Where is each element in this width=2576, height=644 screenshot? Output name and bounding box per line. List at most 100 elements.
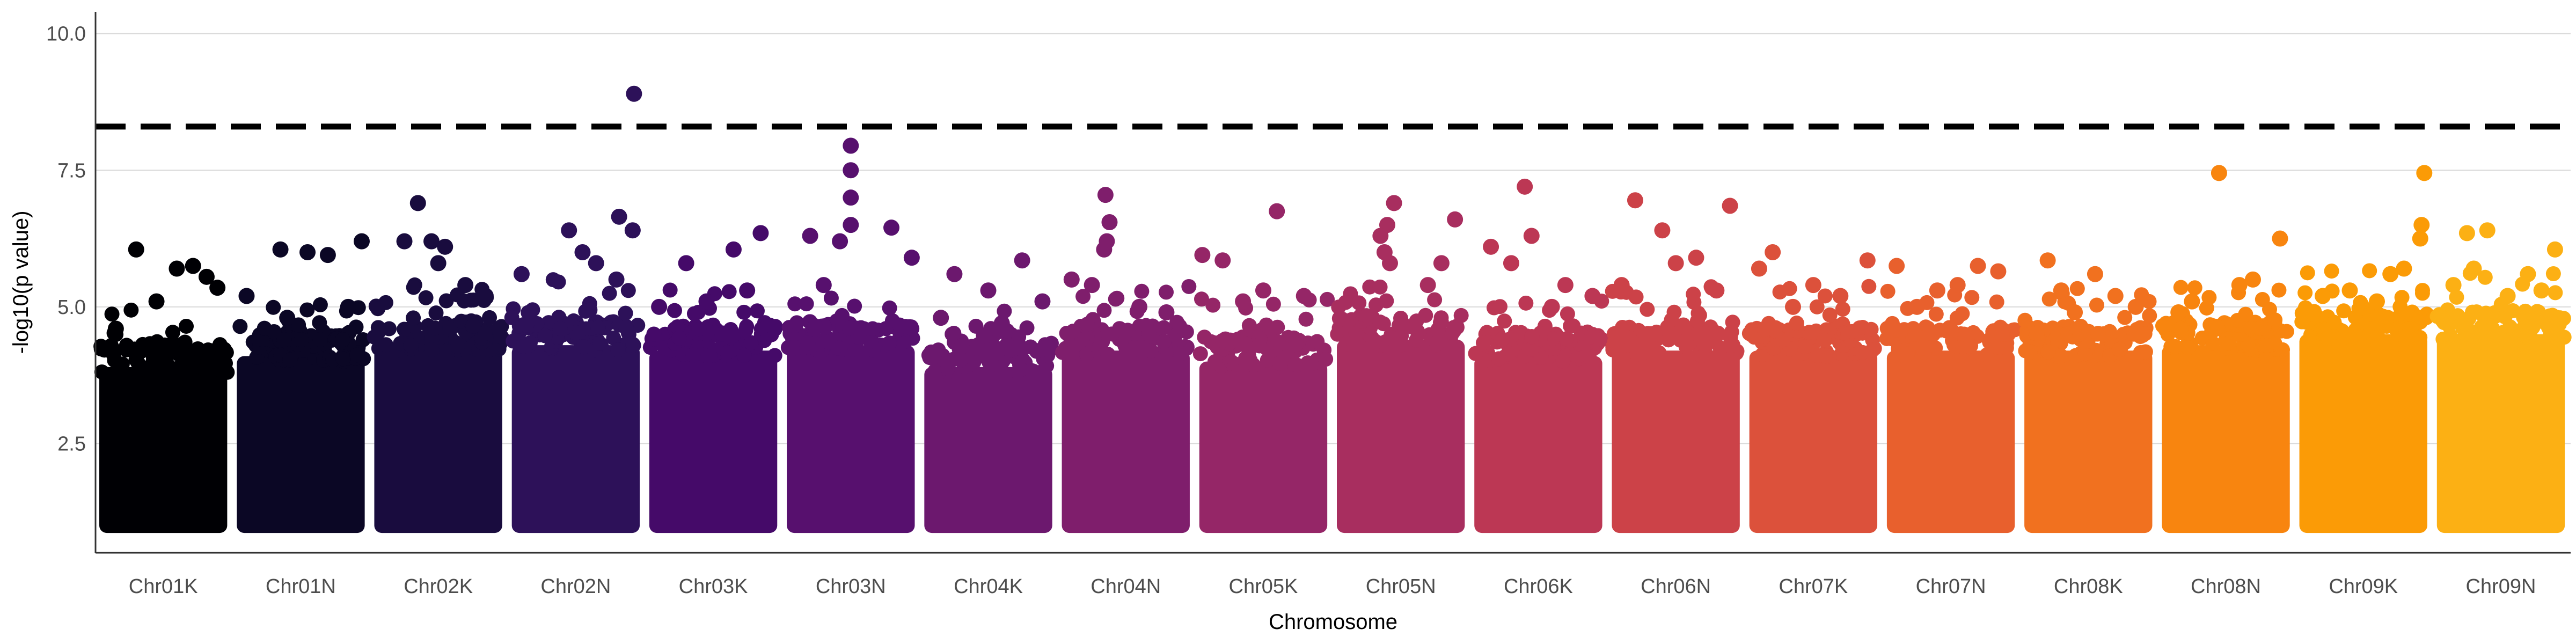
- data-point: [207, 359, 223, 375]
- peak-point: [319, 247, 336, 264]
- data-point: [212, 337, 228, 353]
- data-point: [1346, 337, 1362, 353]
- data-point: [1427, 292, 1443, 308]
- data-point: [2482, 309, 2498, 324]
- peak-point: [2479, 222, 2496, 239]
- data-point: [878, 321, 894, 336]
- peak-point: [209, 280, 226, 296]
- data-point: [807, 318, 823, 334]
- data-point: [1802, 325, 1817, 340]
- data-point: [370, 320, 386, 335]
- x-tick-label: Chr06N: [1641, 575, 1711, 598]
- data-point: [2069, 281, 2085, 296]
- data-point: [537, 328, 553, 343]
- data-point: [257, 320, 272, 336]
- peak-point: [2231, 277, 2248, 294]
- data-point: [940, 361, 956, 376]
- data-point: [438, 293, 454, 309]
- data-point: [1475, 335, 1491, 350]
- data-point: [1922, 325, 1937, 341]
- peak-point: [457, 277, 474, 294]
- peak-point: [1296, 288, 1312, 304]
- peak-point: [2382, 266, 2399, 282]
- peak-point: [437, 238, 453, 255]
- peak-point: [396, 233, 413, 250]
- peak-point: [513, 266, 530, 282]
- data-point: [406, 280, 421, 295]
- data-point: [576, 339, 591, 355]
- y-tick-label: 2.5: [57, 433, 86, 455]
- chromosome-band-chr09n: [2436, 334, 2565, 533]
- data-point: [1944, 323, 1959, 338]
- data-point: [1545, 331, 1560, 346]
- data-point: [107, 342, 122, 358]
- data-point: [1524, 329, 1540, 345]
- data-point: [1320, 291, 1335, 307]
- data-point: [2394, 290, 2410, 305]
- data-point: [1362, 279, 1378, 295]
- data-point: [1710, 325, 1726, 341]
- data-point: [785, 341, 800, 356]
- data-point: [1079, 347, 1094, 362]
- data-point: [1994, 326, 2010, 342]
- x-tick-label: Chr08N: [2191, 575, 2261, 598]
- data-point: [2370, 308, 2386, 324]
- data-point: [863, 334, 879, 349]
- data-point: [1955, 306, 1970, 321]
- peak-point: [2416, 165, 2433, 181]
- data-point: [2490, 327, 2506, 343]
- peak-point: [1447, 211, 1463, 228]
- x-tick-label: Chr01N: [266, 575, 336, 598]
- peak-point: [2127, 298, 2144, 315]
- data-point: [465, 318, 481, 334]
- peak-point: [1557, 277, 1574, 294]
- peak-point: [1483, 238, 1499, 255]
- data-point: [349, 347, 365, 363]
- peak-point: [185, 258, 201, 274]
- peak-point: [1751, 260, 1767, 277]
- data-point: [255, 332, 270, 347]
- data-point: [2230, 313, 2245, 328]
- data-point: [1338, 295, 1353, 310]
- data-point: [335, 332, 350, 347]
- data-point: [450, 339, 465, 354]
- peak-point: [430, 255, 447, 272]
- data-point: [2469, 304, 2484, 320]
- data-point: [2029, 326, 2045, 341]
- chromosome-band-chr06n: [1612, 350, 1740, 533]
- peak-point: [2067, 304, 2083, 320]
- data-point: [702, 348, 718, 363]
- data-point: [2053, 348, 2069, 364]
- peak-point: [1832, 288, 1849, 304]
- data-point: [1241, 318, 1257, 333]
- data-point: [1640, 302, 1655, 317]
- data-point: [2321, 330, 2336, 345]
- data-point: [149, 334, 165, 349]
- peak-point: [1386, 195, 1402, 211]
- peak-point: [946, 266, 963, 282]
- data-point: [1907, 326, 1923, 342]
- data-point: [1372, 279, 1388, 295]
- data-point: [1030, 343, 1046, 358]
- axes: [94, 12, 2571, 554]
- data-point: [519, 317, 535, 333]
- data-point: [2117, 310, 2133, 325]
- peak-point: [2039, 252, 2056, 269]
- peak-point: [843, 189, 859, 206]
- data-point: [370, 301, 386, 317]
- data-point: [618, 320, 633, 335]
- data-point: [2556, 330, 2572, 345]
- data-point: [670, 319, 685, 334]
- peak-point: [1654, 222, 1671, 239]
- data-point: [1079, 317, 1095, 332]
- data-point: [1845, 324, 1860, 339]
- data-point: [1928, 306, 1944, 322]
- data-point: [1725, 314, 1740, 330]
- data-point: [1817, 288, 1833, 304]
- peak-point: [279, 310, 296, 326]
- data-point: [1789, 316, 1804, 331]
- x-tick-label: Chr04K: [954, 575, 1023, 598]
- y-tick-label: 5.0: [57, 296, 86, 319]
